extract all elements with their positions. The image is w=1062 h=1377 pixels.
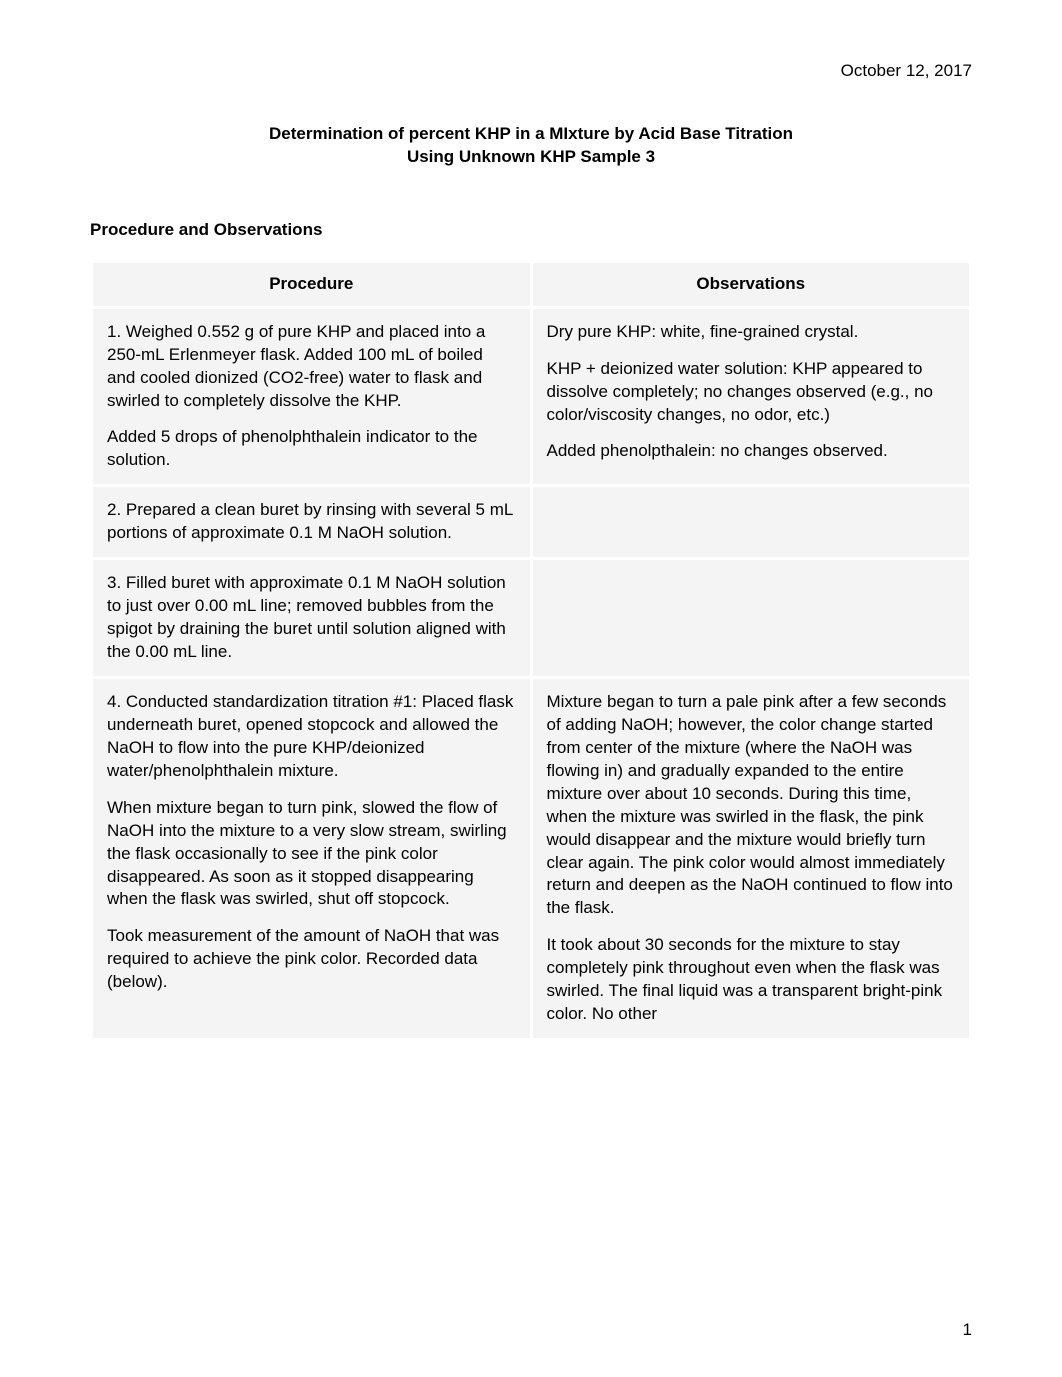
table-header-procedure: Procedure (93, 263, 530, 306)
procedure-cell: 2. Prepared a clean buret by rinsing wit… (93, 487, 530, 557)
procedure-paragraph: 2. Prepared a clean buret by rinsing wit… (107, 499, 516, 545)
table-row: 3. Filled buret with approximate 0.1 M N… (93, 560, 969, 676)
observation-paragraph: Mixture began to turn a pale pink after … (547, 691, 956, 920)
section-heading: Procedure and Observations (90, 219, 972, 242)
procedure-cell: 4. Conducted standardization titration #… (93, 679, 530, 1038)
observation-paragraph: It took about 30 seconds for the mixture… (547, 934, 956, 1026)
document-date: October 12, 2017 (90, 60, 972, 83)
observation-paragraph: KHP + deionized water solution: KHP appe… (547, 358, 956, 427)
procedure-paragraph: Took measurement of the amount of NaOH t… (107, 925, 516, 994)
procedure-paragraph: 3. Filled buret with approximate 0.1 M N… (107, 572, 516, 664)
page-number: 1 (963, 1319, 972, 1342)
table-body: 1. Weighed 0.552 g of pure KHP and place… (93, 309, 969, 1038)
procedure-paragraph: Added 5 drops of phenolphthalein indicat… (107, 426, 516, 472)
title-line-1: Determination of percent KHP in a MIxtur… (90, 123, 972, 146)
title-line-2: Using Unknown KHP Sample 3 (90, 146, 972, 169)
table-row: 4. Conducted standardization titration #… (93, 679, 969, 1038)
procedure-cell: 3. Filled buret with approximate 0.1 M N… (93, 560, 530, 676)
table-row: 1. Weighed 0.552 g of pure KHP and place… (93, 309, 969, 485)
table-row: 2. Prepared a clean buret by rinsing wit… (93, 487, 969, 557)
procedure-observations-table: Procedure Observations 1. Weighed 0.552 … (90, 260, 972, 1041)
observations-cell: Mixture began to turn a pale pink after … (533, 679, 970, 1038)
document-title: Determination of percent KHP in a MIxtur… (90, 123, 972, 169)
procedure-paragraph: 4. Conducted standardization titration #… (107, 691, 516, 783)
table-header-observations: Observations (533, 263, 970, 306)
procedure-paragraph: When mixture began to turn pink, slowed … (107, 797, 516, 912)
procedure-cell: 1. Weighed 0.552 g of pure KHP and place… (93, 309, 530, 485)
observation-paragraph: Added phenolpthalein: no changes observe… (547, 440, 956, 463)
observations-cell (533, 560, 970, 676)
observations-cell: Dry pure KHP: white, fine-grained crysta… (533, 309, 970, 485)
observation-paragraph: Dry pure KHP: white, fine-grained crysta… (547, 321, 956, 344)
observations-cell (533, 487, 970, 557)
procedure-paragraph: 1. Weighed 0.552 g of pure KHP and place… (107, 321, 516, 413)
